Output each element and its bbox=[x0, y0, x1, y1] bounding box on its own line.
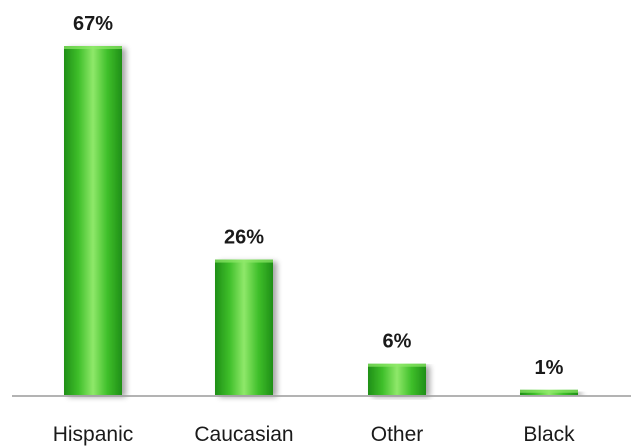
bar-cap-black bbox=[520, 389, 578, 393]
category-label-caucasian: Caucasian bbox=[194, 423, 293, 446]
bar-cap-hispanic bbox=[64, 46, 122, 49]
category-label-hispanic: Hispanic bbox=[53, 423, 134, 446]
labels-layer: 67% Hispanic 26% Caucasian 6% Other 1% Black bbox=[53, 13, 575, 446]
bar-caucasian bbox=[215, 259, 273, 395]
bar-cap-caucasian bbox=[215, 259, 273, 263]
value-label-caucasian: 26% bbox=[224, 227, 264, 249]
category-label-other: Other bbox=[371, 423, 424, 446]
bar-hispanic bbox=[64, 46, 122, 395]
value-label-other: 6% bbox=[383, 331, 412, 353]
value-label-black: 1% bbox=[535, 357, 564, 379]
bar-other bbox=[368, 363, 426, 395]
category-label-black: Black bbox=[523, 423, 575, 446]
bar-cap-other bbox=[368, 363, 426, 367]
value-label-hispanic: 67% bbox=[73, 13, 113, 35]
bars-layer bbox=[64, 46, 578, 395]
